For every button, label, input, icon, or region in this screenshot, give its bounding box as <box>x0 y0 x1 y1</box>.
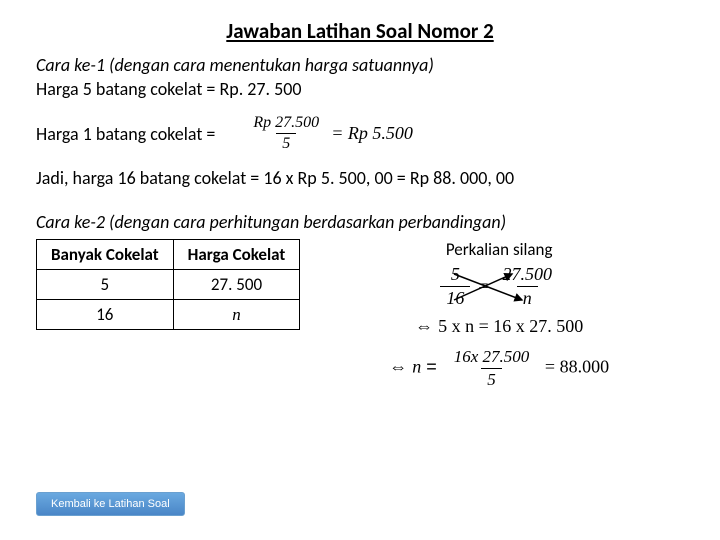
table-cell: 16 <box>37 300 174 330</box>
cara1-unit-result: = Rp 5.500 <box>331 123 413 144</box>
cross-result-line2: ⇔ n = 16x 27.500 5 = 88.000 <box>314 347 684 390</box>
cara2-table: Banyak Cokelat Harga Cokelat 5 27. 500 1… <box>36 239 300 330</box>
eq-line: 5 x n = 16 x 27. 500 <box>438 316 583 336</box>
table-cell: 27. 500 <box>173 270 300 300</box>
final-den: 5 <box>481 368 502 390</box>
cara1-frac-den: 5 <box>276 133 296 153</box>
cross-b: 27.500 <box>496 264 558 286</box>
table-row: 16 n <box>37 300 300 330</box>
back-button[interactable]: Kembali ke Latihan Soal <box>36 492 185 516</box>
cara1-frac-num: Rp 27.500 <box>247 114 325 133</box>
final-result: = 88.000 <box>545 356 609 376</box>
cara2-right-column: Perkalian silang 5 16 = 27.500 n <box>314 239 684 390</box>
cara1-heading: Cara ke-1 (dengan cara menentukan harga … <box>36 54 684 76</box>
cara1-conclusion: Jadi, harga 16 batang cokelat = 16 x Rp … <box>36 167 684 189</box>
table-row: 5 27. 500 <box>37 270 300 300</box>
cross-c: 16 <box>440 286 470 309</box>
cara1-fraction: Rp 27.500 5 <box>247 114 325 153</box>
cara1-given: Harga 5 batang cokelat = Rp. 27. 500 <box>36 78 684 100</box>
cara2-heading: Cara ke-2 (dengan cara perhitungan berda… <box>36 211 684 233</box>
cara2-body: Banyak Cokelat Harga Cokelat 5 27. 500 1… <box>36 239 684 390</box>
table-cell: 5 <box>37 270 174 300</box>
cara1-unit-row: Harga 1 batang cokelat = Rp 27.500 5 = R… <box>36 114 684 153</box>
page-title: Jawaban Latihan Soal Nomor 2 <box>36 18 684 44</box>
final-num: 16x 27.500 <box>448 347 536 368</box>
cross-d: n <box>517 286 538 309</box>
cara1-unit-label: Harga 1 batang cokelat = <box>36 123 215 145</box>
table-header-col1: Banyak Cokelat <box>37 240 174 270</box>
cross-multiply-diagram: 5 16 = 27.500 n <box>314 264 684 309</box>
table-header-col2: Harga Cokelat <box>173 240 300 270</box>
cross-result-line1: ⇔ 5 x n = 16 x 27. 500 <box>314 315 684 337</box>
table-cell: n <box>173 300 300 330</box>
cross-a: 5 <box>445 264 466 286</box>
perkalian-label: Perkalian silang <box>314 239 684 260</box>
